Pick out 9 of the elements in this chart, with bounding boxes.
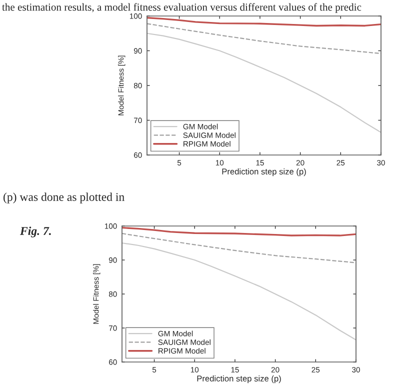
text: the estimation results, a model fitness evaluation versus different values of the predic <box>2 3 362 13</box>
line-series <box>122 232 356 264</box>
text: (p) was done as plotted in <box>4 192 124 204</box>
x-axis-title: Prediction step size (p) <box>222 168 306 176</box>
x-axis-title: Prediction step size (p) <box>197 375 281 384</box>
line-series <box>122 242 356 340</box>
line-series <box>147 32 381 133</box>
caption: Fig. 7. <box>20 226 51 238</box>
line-series <box>147 23 381 54</box>
